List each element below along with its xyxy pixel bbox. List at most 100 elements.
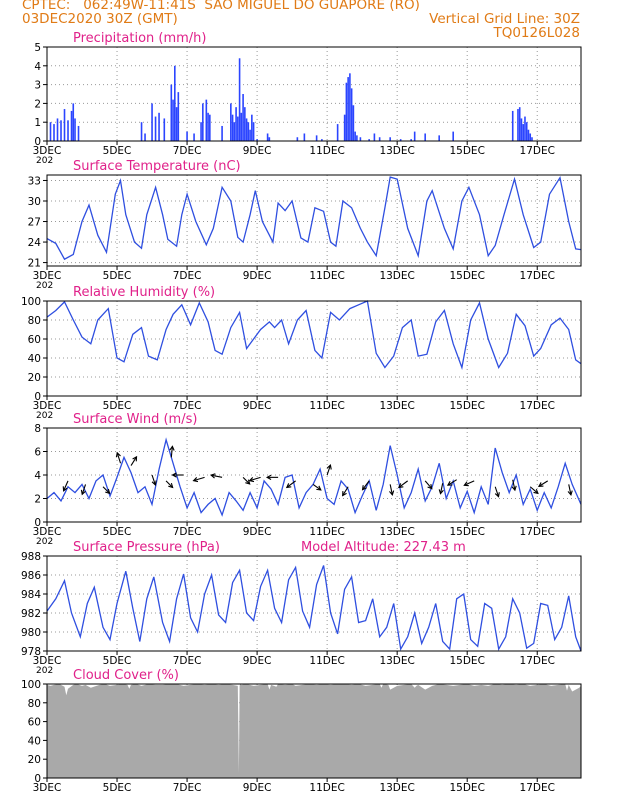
- cloud-xtick-label: 15DEC: [449, 782, 484, 794]
- rh-xtick-label: 11DEC: [309, 400, 344, 412]
- cloud-ytick-label: 80: [28, 698, 41, 710]
- precip-xtick-label: 7DEC: [173, 145, 202, 157]
- pres-xtick-label: 15DEC: [449, 655, 484, 667]
- wind-vector-head: [80, 489, 86, 496]
- precip-bar: [531, 137, 533, 141]
- wind-vector-arrow: [398, 480, 408, 488]
- temp-ytick-label: 24: [28, 237, 42, 249]
- precip-xtick-label: 13DEC: [379, 145, 414, 157]
- wind-vector-head: [494, 492, 500, 498]
- precip-bar: [209, 114, 211, 141]
- pres-ytick-label: 986: [21, 570, 41, 582]
- wind-series-line: [46, 437, 582, 517]
- rh-ytick-label: 0: [34, 391, 41, 403]
- pres-panel: [43, 555, 582, 655]
- cloud-xtick-label: 7DEC: [173, 782, 202, 794]
- precip-frame: [46, 46, 582, 142]
- wind-vector-arrow: [326, 464, 331, 476]
- wind-vector-head: [62, 486, 68, 492]
- precip-ytick-label: 4: [34, 61, 41, 73]
- precip-bar: [233, 122, 236, 141]
- wind-title: Surface Wind (m/s): [73, 412, 197, 427]
- wind-vector-head: [248, 477, 255, 483]
- precip-bar: [77, 125, 80, 141]
- precip-bar: [252, 122, 255, 141]
- wind-vector-head: [168, 483, 174, 489]
- wind-vector-arrow: [464, 480, 475, 486]
- precip-bar: [349, 73, 351, 141]
- wind-vector-head: [285, 483, 292, 489]
- wind-xtick-label: 3DEC: [33, 526, 62, 538]
- precip-bar: [266, 133, 269, 141]
- wind-ytick-label: 8: [34, 423, 41, 435]
- header-station: CPTEC: 062:49W-11:41S SAO MIGUEL DO GUAP…: [22, 0, 420, 13]
- wind-vector-head: [169, 445, 175, 451]
- cloud-frame: [46, 683, 582, 779]
- precip-bar: [60, 120, 62, 141]
- pres-subtitle: Model Altitude: 227.43 m: [301, 540, 466, 555]
- precip-bar: [389, 137, 391, 141]
- precip-bar: [163, 118, 166, 141]
- precip-bar: [53, 124, 55, 141]
- precip-bar: [177, 92, 180, 141]
- wind-vector-arrow: [424, 480, 433, 489]
- wind-vector-arrow: [447, 479, 457, 486]
- header-grid-line: Vertical Grid Line: 30Z: [429, 11, 580, 27]
- pres-xtick-label: 13DEC: [379, 655, 414, 667]
- precip-xtick-label: 17DEC: [520, 145, 555, 157]
- rh-ytick-label: 20: [28, 372, 41, 384]
- precip-xtick-label: 3DEC: [33, 145, 62, 157]
- pres-frame: [46, 555, 582, 652]
- precip-bar: [221, 125, 223, 141]
- precip-bar: [140, 122, 143, 141]
- pres-xtick-label: 7DEC: [173, 655, 202, 667]
- wind-vector-arrow: [63, 480, 69, 491]
- precip-bar: [202, 103, 204, 141]
- precip-bar: [527, 129, 530, 141]
- precip-bar: [172, 99, 174, 141]
- wind-vector-head: [316, 485, 322, 491]
- pres-series-line: [46, 565, 582, 652]
- precip-bar: [413, 131, 416, 141]
- precip-bar: [373, 133, 376, 141]
- precip-bar: [296, 137, 299, 141]
- wind-frame: [46, 427, 582, 523]
- precip-bar: [518, 107, 521, 141]
- rh-ytick-label: 100: [21, 296, 41, 308]
- precip-bar: [56, 118, 59, 141]
- precip-bar: [315, 135, 318, 141]
- temp-panel: [43, 174, 582, 270]
- rh-xtick-label: 9DEC: [243, 400, 272, 412]
- rh-xtick-label: 13DEC: [379, 400, 414, 412]
- precip-bar: [205, 99, 208, 141]
- precip-ytick-label: 3: [34, 80, 41, 92]
- precip-bar: [356, 135, 358, 141]
- precip-bar: [424, 133, 426, 141]
- rh-xtick-label: 7DEC: [173, 400, 202, 412]
- temp-series-line: [46, 175, 582, 261]
- precip-bar: [303, 133, 306, 141]
- precip-bar: [72, 103, 75, 141]
- pres-ytick-label: 978: [21, 646, 41, 658]
- precip-bar: [154, 116, 157, 141]
- wind-xtick-label: 17DEC: [520, 526, 555, 538]
- rh-xtick-label: 17DEC: [520, 400, 555, 412]
- wind-vector-head: [567, 490, 573, 496]
- wind-xtick-label: 11DEC: [309, 526, 344, 538]
- wind-vector-head: [192, 477, 199, 483]
- wind-vector-head: [326, 464, 332, 470]
- temp-title: Surface Temperature (nC): [73, 159, 241, 174]
- cloud-xtick-label: 11DEC: [309, 782, 344, 794]
- rh-ytick-label: 40: [28, 353, 41, 365]
- wind-vector-arrow: [81, 484, 87, 495]
- precip-bar: [242, 94, 244, 141]
- temp-xtick-label: 3DEC: [33, 270, 62, 282]
- rh-title: Relative Humidity (%): [73, 285, 215, 300]
- temp-corner-year: 202: [36, 281, 53, 291]
- precip-bar: [354, 131, 356, 141]
- wind-panel: [43, 427, 582, 526]
- cloud-panel: [43, 683, 582, 782]
- precip-title: Precipitation (mm/h): [73, 31, 206, 46]
- wind-vector-arrow: [286, 480, 296, 488]
- wind-vector-arrow: [242, 476, 251, 485]
